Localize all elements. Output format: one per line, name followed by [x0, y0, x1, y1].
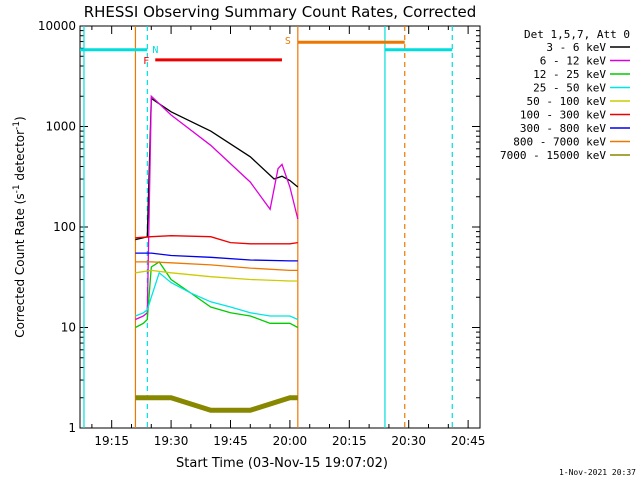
series-line-2	[135, 94, 299, 321]
y-axis-label-main: Corrected Count Rate (s	[13, 193, 27, 337]
legend-label: 25 - 50 keV	[533, 82, 606, 95]
x-tick-label: 19:15	[94, 434, 129, 448]
flare-annotation: F	[143, 56, 149, 67]
series-line-7	[135, 252, 298, 262]
legend-label: 7000 - 15000 keV	[500, 149, 606, 162]
series-line-8	[135, 261, 298, 272]
x-tick-label: 20:00	[273, 434, 308, 448]
chart-title: RHESSI Observing Summary Count Rates, Co…	[84, 3, 477, 21]
legend-label: 800 - 7000 keV	[513, 136, 606, 149]
y-axis-label-sup1: -1	[12, 184, 22, 193]
legend-label: 300 - 800 keV	[520, 122, 606, 135]
series-line-4	[135, 271, 299, 321]
tick-labels: 19:15 19:30 19:45 20:00 20:15 20:30 20:45 1 10 10…	[38, 19, 486, 448]
state-markers: NF S	[80, 26, 453, 428]
x-axis-label: Start Time (03-Nov-15 19:07:02)	[176, 456, 388, 471]
legend-label: 50 - 100 keV	[527, 95, 607, 108]
x-tick-label: 19:30	[154, 434, 189, 448]
legend-header: Det 1,5,7, Att 0	[524, 28, 630, 41]
y-axis-label-sup2: -1	[12, 121, 22, 130]
axis-ticks	[80, 26, 480, 429]
legend-label: 12 - 25 keV	[533, 68, 606, 81]
saa-annotation: S	[285, 36, 291, 47]
y-tick-label: 10000	[38, 19, 76, 33]
series-line-6	[135, 235, 298, 245]
plot-frame	[79, 25, 481, 429]
series-line-1	[135, 97, 299, 241]
legend-label: 3 - 6 keV	[546, 41, 606, 54]
y-axis-label-end: )	[13, 116, 27, 121]
x-tick-label: 20:30	[391, 434, 426, 448]
night-annotation: N	[152, 45, 158, 56]
x-tick-label: 20:45	[451, 434, 486, 448]
y-tick-label: 1000	[45, 120, 76, 134]
series-line-9	[135, 395, 298, 413]
y-tick-label: 1	[68, 421, 76, 435]
y-axis-label: Corrected Count Rate (s-1 detector-1)	[12, 116, 27, 337]
y-tick-label: 100	[53, 220, 76, 234]
y-axis-label-mid: detector	[13, 130, 27, 185]
timestamp: 1-Nov-2021 20:37	[559, 468, 636, 477]
series-layer	[135, 94, 299, 413]
series-line-5	[135, 269, 298, 282]
x-tick-label: 19:45	[213, 434, 248, 448]
legend-label: 6 - 12 keV	[540, 55, 607, 68]
x-tick-label: 20:15	[332, 434, 367, 448]
y-tick-label: 10	[61, 321, 76, 335]
legend-label: 100 - 300 keV	[520, 109, 606, 122]
